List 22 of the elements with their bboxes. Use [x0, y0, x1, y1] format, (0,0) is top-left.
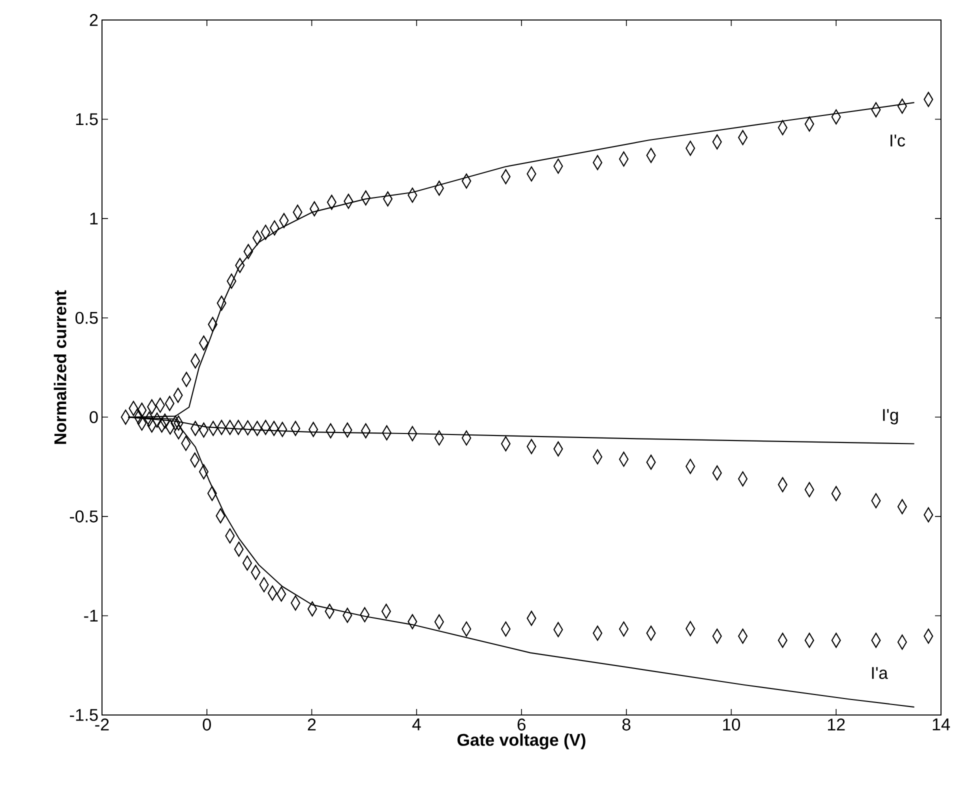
annotation: I'a: [872, 667, 888, 679]
x-tick-label: 0: [202, 718, 211, 731]
x-tick-label: 4: [412, 718, 421, 730]
x-tick-label: 2: [308, 718, 316, 730]
y-axis-title: Normalized current: [54, 290, 66, 444]
annotation: I'c: [890, 134, 906, 147]
x-tick-label: 12: [828, 718, 845, 730]
x-tick-label: 14: [932, 718, 950, 730]
y-tick-label: 2: [90, 14, 98, 26]
y-tick-label: 0: [90, 411, 98, 424]
x-tick-label: 10: [723, 718, 740, 731]
annotation: I'g: [883, 409, 898, 424]
x-tick-label: -2: [95, 718, 109, 730]
y-tick-label: 1: [90, 212, 98, 224]
x-tick-label: 6: [518, 718, 526, 731]
y-tick-label: 0.5: [75, 312, 98, 324]
y-tick-label: 1.5: [76, 113, 98, 126]
y-tick-label: -0.5: [70, 510, 98, 522]
x-axis-title: Gate voltage (V): [457, 733, 586, 750]
x-tick-label: 8: [622, 718, 630, 731]
y-tick-label: -1: [84, 610, 98, 622]
y-tick-label: -1.5: [70, 709, 98, 721]
